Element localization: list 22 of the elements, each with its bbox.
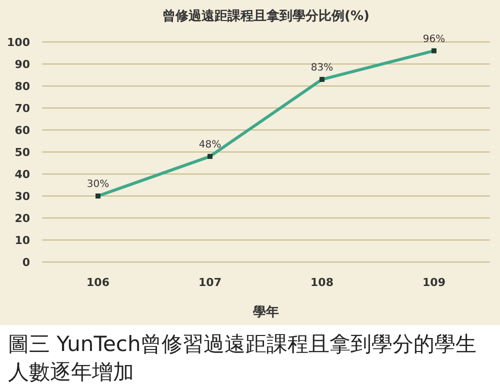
data-label: 48% [198, 139, 222, 150]
x-tick-label: 109 [422, 276, 446, 289]
y-tick-label: 0 [22, 256, 30, 269]
y-tick-label: 30 [14, 190, 30, 203]
chart-title: 曾修過遠距課程且拿到學分比例(%) [162, 8, 370, 24]
data-label: 83% [310, 62, 334, 74]
data-label: 96% [422, 34, 446, 45]
y-tick-label: 40 [14, 168, 30, 181]
y-tick-label: 20 [14, 212, 30, 225]
x-tick-label: 106 [86, 276, 110, 289]
y-tick-label: 100 [7, 36, 30, 49]
x-axis-title: 學年 [253, 305, 279, 320]
y-tick-label: 80 [14, 80, 30, 93]
y-tick-label: 60 [14, 124, 30, 137]
x-tick-label: 108 [310, 276, 334, 289]
y-tick-label: 70 [14, 102, 30, 115]
y-tick-label: 50 [14, 146, 30, 159]
y-tick-label: 90 [14, 58, 30, 71]
text: 圖三 YunTech曾修習過遠距課程且拿到學分的學生人數逐年增加 [8, 331, 478, 386]
y-tick-label: 10 [14, 234, 30, 247]
data-label: 30% [86, 179, 110, 190]
x-tick-label: 107 [198, 276, 222, 289]
